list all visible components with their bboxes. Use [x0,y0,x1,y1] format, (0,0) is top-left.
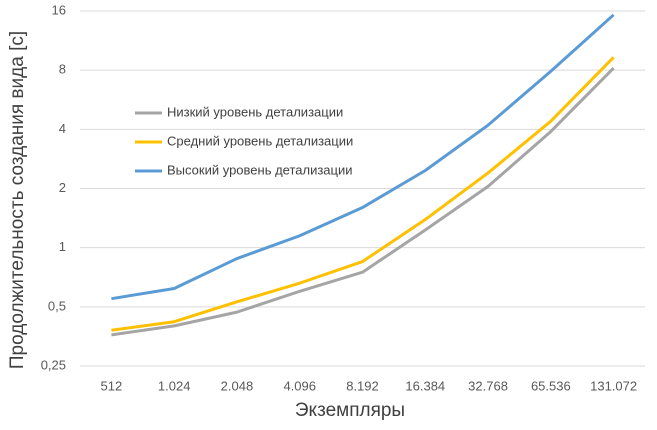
y-tick-label: 0,25 [41,357,66,372]
x-tick-label: 65.536 [531,378,571,393]
y-tick-label: 1 [59,239,66,254]
y-tick-label: 16 [52,2,66,17]
y-axis-title: Продолжительность создания вида [c] [7,31,28,369]
y-tick-label: 0,5 [48,298,66,313]
series-line [111,56,615,332]
y-tick-label: 4 [59,121,66,136]
x-axis-title: Экземпляры [295,400,405,421]
legend-text: Средний уровень детализации [167,133,353,148]
x-tick-label: 1.024 [158,378,191,393]
x-tick-label: 512 [101,378,123,393]
y-tick-label: 2 [59,180,66,195]
legend-text: Высокий уровень детализации [167,162,353,177]
series-line [111,67,615,337]
x-tick-label: 8.192 [346,378,379,393]
x-tick-label: 16.384 [405,378,445,393]
x-tick-label: 4.096 [283,378,316,393]
legend-text: Низкий уровень детализации [167,104,343,119]
x-tick-label: 2.048 [221,378,254,393]
x-tick-label: 32.768 [468,378,508,393]
x-tick-label: 131.072 [590,378,637,393]
series-line [111,13,615,301]
y-tick-label: 8 [59,62,66,77]
